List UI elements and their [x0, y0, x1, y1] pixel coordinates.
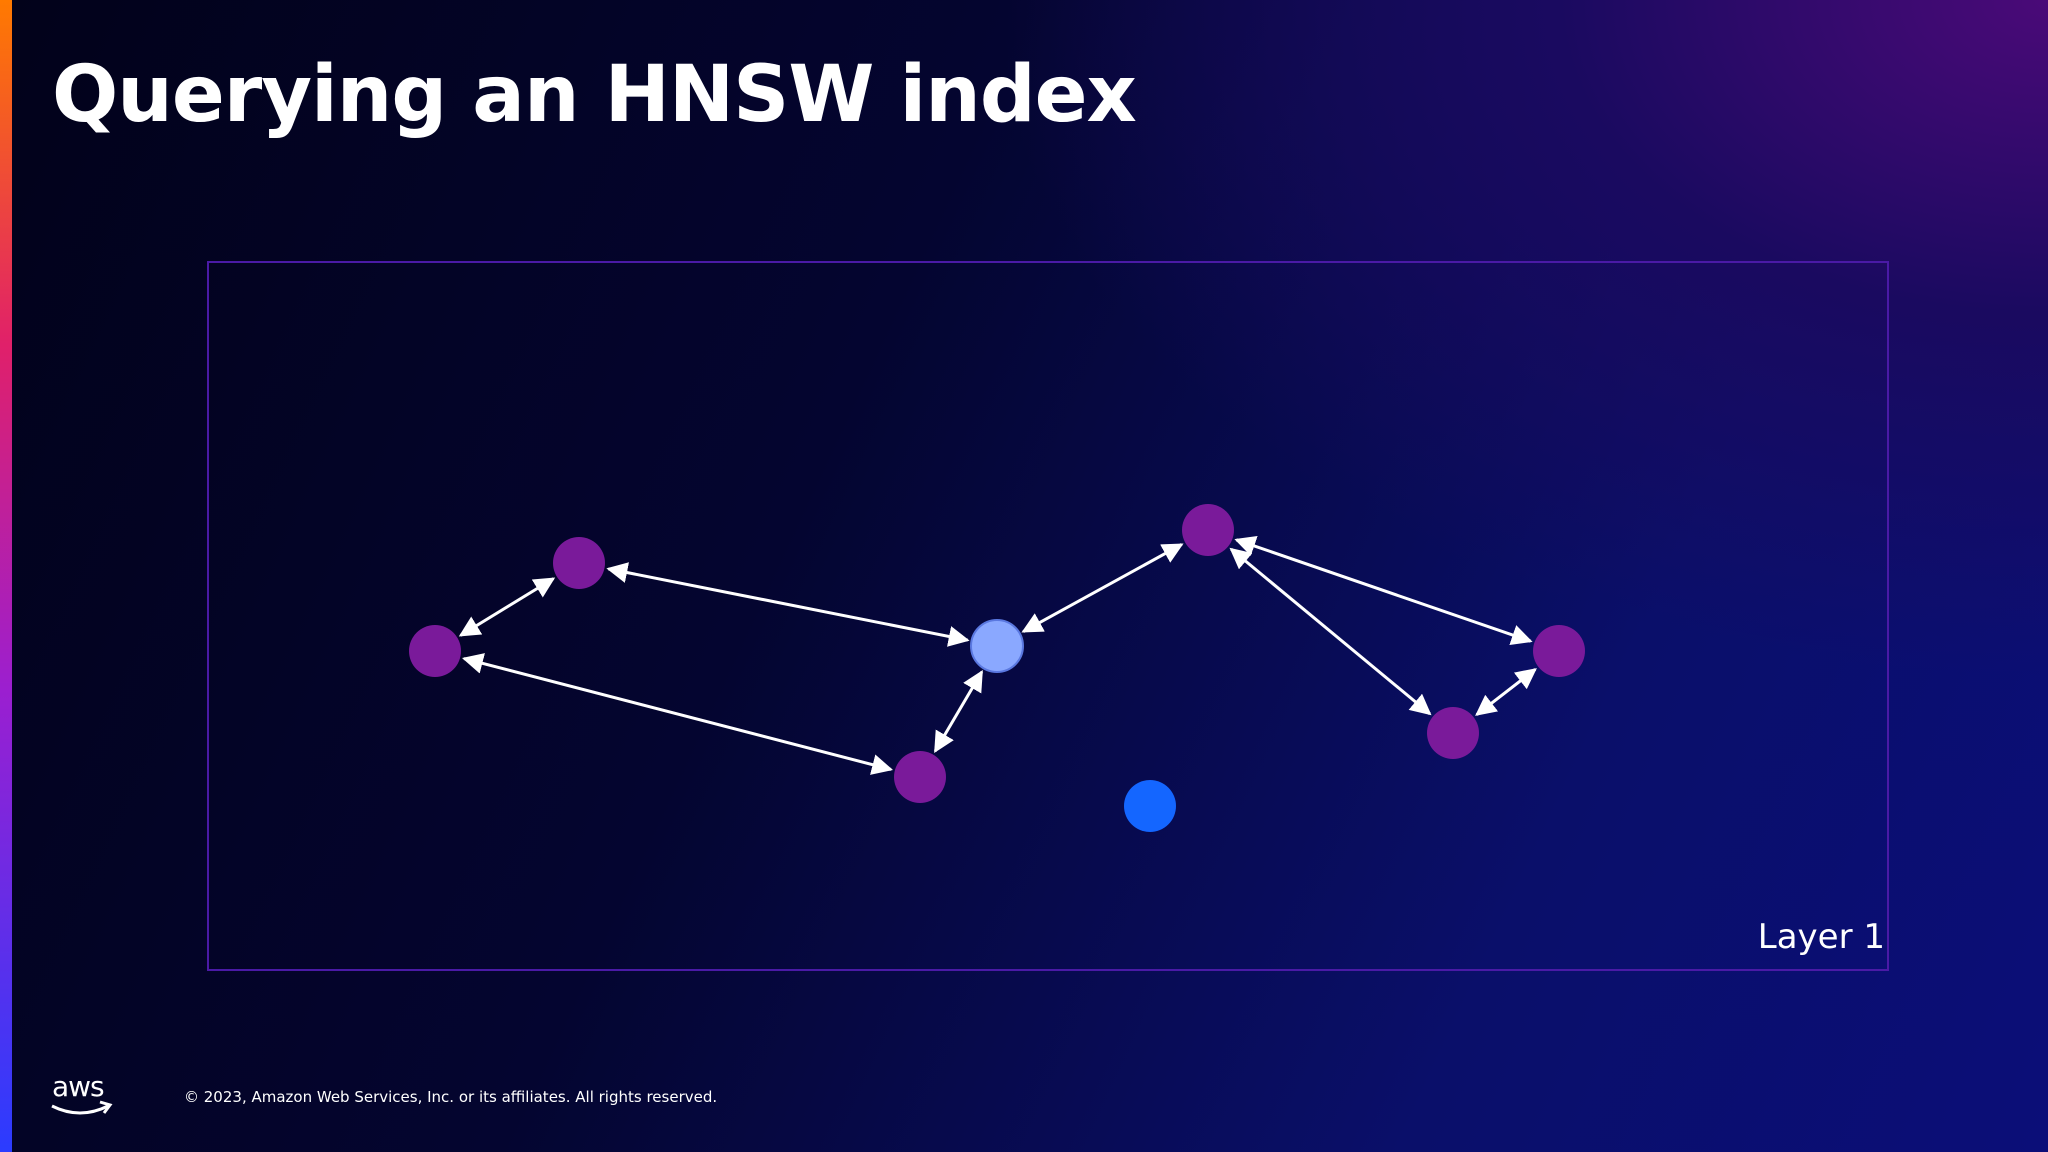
graph-edge-n3-n4 [1021, 543, 1184, 633]
graph-node [1533, 625, 1585, 677]
graph-edge-n1-n7 [462, 653, 893, 775]
nodes-layer [409, 504, 1585, 832]
aws-logo: aws [50, 1070, 114, 1120]
layer-label: Layer 1 [1757, 917, 1885, 957]
graph-edge-n7-n3 [933, 670, 984, 753]
graph-node [553, 537, 605, 589]
entry-point-node [970, 619, 1024, 673]
accent-bar [0, 0, 12, 1152]
edges-layer [458, 536, 1537, 775]
graph-node [1182, 504, 1234, 556]
graph-node [409, 625, 461, 677]
layer-frame: Layer 1 [207, 261, 1889, 971]
aws-smile-arrow-icon [51, 1100, 113, 1115]
graph-edge-n2-n1 [458, 577, 556, 637]
graph-edge-n4-n6 [1229, 547, 1432, 716]
copyright-notice: © 2023, Amazon Web Services, Inc. or its… [184, 1088, 718, 1106]
graph-edge-n6-n5 [1475, 668, 1537, 716]
graph-node [1427, 707, 1479, 759]
slide-title: Querying an HNSW index [52, 50, 1137, 140]
query-vector-node [1124, 780, 1176, 832]
graph-node [894, 751, 946, 803]
graph-edge-n2-n3 [606, 562, 970, 647]
aws-logo-text: aws [52, 1070, 105, 1103]
